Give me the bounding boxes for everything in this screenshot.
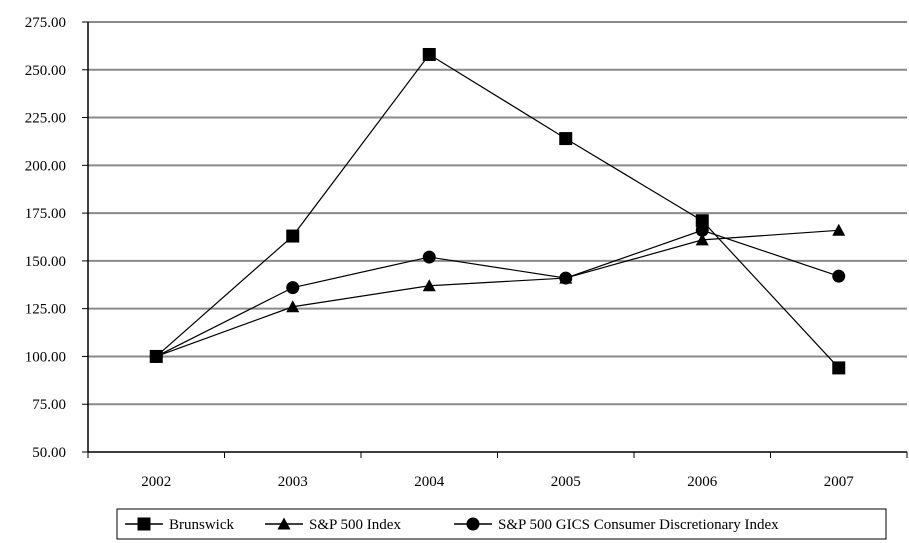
y-tick-label: 75.00 (32, 397, 66, 413)
data-point-brunswick (695, 214, 709, 228)
x-tick-label: 2007 (824, 474, 855, 490)
data-point-sandp-500-gics-consumer-discretionary-index (286, 281, 300, 295)
y-tick-label: 125.00 (25, 302, 66, 318)
data-point-sandp-500-index (422, 279, 436, 292)
y-tick-label: 250.00 (25, 63, 66, 79)
data-point-brunswick (559, 132, 573, 146)
data-point-sandp-500-gics-consumer-discretionary-index (695, 223, 709, 237)
data-point-brunswick (422, 47, 436, 61)
data-point-sandp-500-gics-consumer-discretionary-index (832, 269, 846, 283)
axes (82, 21, 908, 458)
x-tick-label: 2003 (278, 474, 308, 490)
series-line-sandp-500-index (156, 229, 839, 358)
data-point-sandp-500-index (286, 300, 300, 313)
legend-marker-brunswick (137, 517, 151, 531)
x-tick-label: 2002 (141, 474, 171, 490)
data-point-sandp-500-gics-consumer-discretionary-index (559, 271, 573, 285)
data-point-sandp-500-gics-consumer-discretionary-index (149, 349, 163, 363)
data-point-brunswick (286, 229, 300, 243)
y-tick-label: 200.00 (25, 158, 66, 174)
legend-box (116, 508, 887, 540)
y-tick-label: 275.00 (25, 15, 66, 31)
x-tick-label: 2005 (551, 474, 581, 490)
x-tick-label: 2006 (687, 474, 718, 490)
series-line-sandp-500-gics-consumer-discretionary-index (155, 229, 839, 357)
legend-marker-sandp-500-gics-consumer-discretionary-index (466, 517, 480, 531)
y-tick-label: 175.00 (25, 206, 66, 222)
y-tick-label: 50.00 (32, 445, 66, 461)
y-tick-labels: 50.00 75.00 100.00 125.00 150.00 175.00 200.00… (25, 15, 66, 461)
x-tick-label: 2004 (414, 474, 445, 490)
data-point-sandp-500-gics-consumer-discretionary-index (422, 250, 436, 264)
legend-marker-sandp-500-index (277, 517, 291, 530)
data-point-sandp-500-index (832, 223, 846, 236)
legend-label: Brunswick (169, 517, 234, 533)
series-line-brunswick (155, 53, 840, 369)
y-tick-label: 100.00 (25, 349, 66, 365)
legend-label: S&P 500 Index (309, 517, 401, 533)
y-tick-label: 150.00 (25, 254, 66, 270)
legend: Brunswick S&P 500 Index S&P 500 GICS Consu… (116, 508, 887, 540)
x-tick-labels: 2002 2003 2004 2005 2006 2007 (141, 474, 854, 490)
gridlines (88, 21, 907, 406)
series-lines (149, 47, 846, 375)
legend-label: S&P 500 GICS Consumer Discretionary Inde… (498, 517, 779, 533)
data-point-brunswick (832, 361, 846, 375)
data-point-sandp-500-index (695, 233, 709, 246)
y-tick-label: 225.00 (25, 111, 66, 127)
